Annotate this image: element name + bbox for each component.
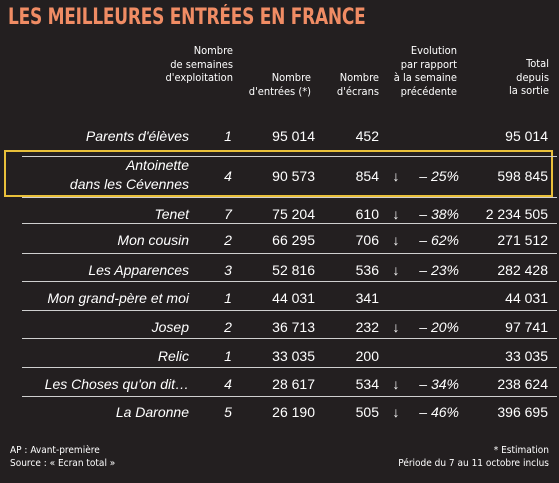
entries-count: 52 816	[272, 262, 315, 278]
entries-count: 95 014	[272, 128, 315, 144]
entries-count: 75 204	[272, 206, 315, 222]
entries-count: 36 713	[272, 319, 315, 335]
screens-count: 505	[355, 404, 379, 420]
film-title: Les Choses qu'on dit…	[44, 376, 189, 392]
table-row: La Daronne 5 26 190 505 ↓ – 46% 396 695	[0, 403, 559, 423]
evolution-percent: – 38%	[419, 206, 459, 222]
film-title: Mon cousin	[117, 232, 189, 248]
screens-count: 200	[355, 348, 379, 364]
entries-count: 26 190	[272, 404, 315, 420]
weeks-count: 3	[224, 262, 232, 278]
total-entries: 238 624	[497, 376, 548, 392]
weeks-count: 4	[224, 167, 232, 184]
evolution-percent: – 20%	[419, 319, 459, 335]
row-divider	[22, 310, 557, 311]
down-arrow-icon: ↓	[392, 376, 400, 392]
weeks-count: 1	[224, 290, 232, 306]
row-divider	[22, 281, 557, 282]
down-arrow-icon: ↓	[392, 206, 400, 222]
film-title: Mon grand-père et moi	[47, 290, 189, 306]
table-row: Relic 1 33 035 200 33 035	[0, 347, 559, 367]
table-row: Parents d'élèves 1 95 014 452 95 014	[0, 127, 559, 147]
footer-period: * Estimation Période du 7 au 11 octobre …	[398, 445, 549, 469]
entries-count: 44 031	[272, 290, 315, 306]
down-arrow-icon: ↓	[392, 404, 400, 420]
weeks-count: 7	[224, 206, 232, 222]
header-entries: Nombre d'entrées (*)	[248, 71, 311, 98]
film-title: Josep	[151, 319, 189, 335]
total-entries: 44 031	[505, 290, 548, 306]
table-row: Josep 2 36 713 232 ↓ – 20% 97 741	[0, 318, 559, 338]
table-row: Mon grand-père et moi 1 44 031 341 44 031	[0, 289, 559, 309]
header-weeks: Nombre de semaines d'exploitation	[165, 44, 234, 84]
row-divider	[22, 396, 557, 397]
row-divider	[22, 223, 557, 224]
table-row: Tenet 7 75 204 610 ↓ – 38% 2 234 505	[0, 205, 559, 225]
header-total: Total depuis la sortie	[509, 57, 549, 97]
screens-count: 854	[355, 167, 379, 184]
total-entries: 95 014	[505, 128, 548, 144]
film-title: Les Apparences	[88, 262, 189, 278]
row-divider	[22, 338, 557, 339]
evolution-percent: – 23%	[419, 262, 459, 278]
screens-count: 610	[355, 206, 379, 222]
film-title: Relic	[157, 348, 189, 364]
header-screens: Nombre d'écrans	[336, 71, 379, 98]
screens-count: 534	[355, 376, 379, 392]
total-entries: 2 234 505	[485, 206, 548, 222]
footer-notes: AP : Avant-première Source : « Ecran tot…	[10, 445, 116, 469]
table-row: Antoinette dans les Cévennes 4 90 573 854 ↓ –…	[0, 156, 559, 196]
highlighted-row-frame	[4, 150, 553, 197]
total-entries: 396 695	[497, 404, 548, 420]
weeks-count: 1	[224, 348, 232, 364]
entries-count: 28 617	[272, 376, 315, 392]
weeks-count: 2	[224, 319, 232, 335]
evolution-percent: – 34%	[419, 376, 459, 392]
down-arrow-icon: ↓	[392, 167, 400, 184]
film-title: La Daronne	[115, 404, 189, 420]
total-entries: 271 512	[497, 232, 548, 248]
screens-count: 232	[355, 319, 379, 335]
film-title: Parents d'élèves	[85, 128, 189, 144]
down-arrow-icon: ↓	[392, 232, 400, 248]
total-entries: 97 741	[505, 319, 548, 335]
header-evolution: Evolution par rapport à la semaine précé…	[393, 44, 457, 98]
evolution-percent: – 46%	[419, 404, 459, 420]
table-row: Mon cousin 2 66 295 706 ↓ – 62% 271 512	[0, 231, 559, 251]
table-row: Les Apparences 3 52 816 536 ↓ – 23% 282 428	[0, 261, 559, 281]
row-divider	[22, 253, 557, 254]
down-arrow-icon: ↓	[392, 262, 400, 278]
evolution-percent: – 25%	[419, 167, 459, 184]
screens-count: 706	[355, 232, 379, 248]
screens-count: 452	[355, 128, 379, 144]
screens-count: 341	[355, 290, 379, 306]
table-row: Les Choses qu'on dit… 4 28 617 534 ↓ – 34% 238…	[0, 375, 559, 395]
film-title: Tenet	[154, 206, 189, 222]
evolution-percent: – 62%	[419, 232, 459, 248]
entries-count: 90 573	[272, 167, 315, 184]
weeks-count: 2	[224, 232, 232, 248]
total-entries: 33 035	[505, 348, 548, 364]
row-divider	[22, 156, 557, 157]
row-divider	[22, 367, 557, 368]
total-entries: 282 428	[497, 262, 548, 278]
screens-count: 536	[355, 262, 379, 278]
entries-count: 33 035	[272, 348, 315, 364]
total-entries: 598 845	[497, 167, 548, 184]
entries-count: 66 295	[272, 232, 315, 248]
weeks-count: 5	[224, 404, 232, 420]
row-divider	[22, 197, 557, 198]
weeks-count: 1	[224, 128, 232, 144]
film-title: Antoinette dans les Cévennes	[69, 157, 189, 192]
weeks-count: 4	[224, 376, 232, 392]
down-arrow-icon: ↓	[392, 319, 400, 335]
page-title: LES MEILLEURES ENTRÉES EN FRANCE	[8, 5, 366, 30]
